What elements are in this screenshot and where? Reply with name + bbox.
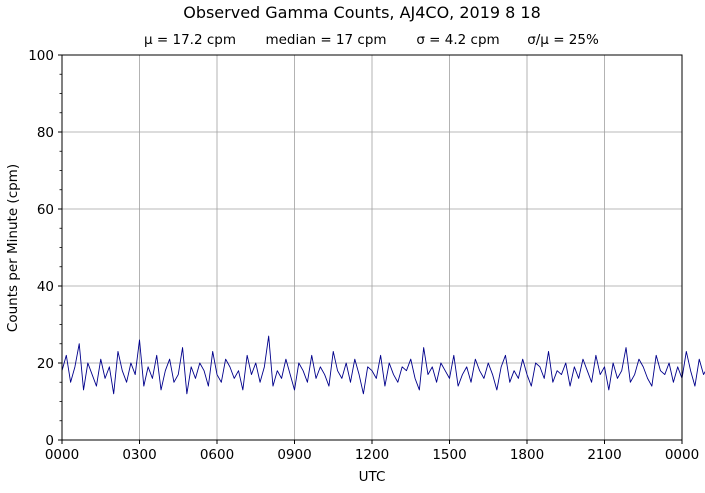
chart-title: Observed Gamma Counts, AJ4CO, 2019 8 18 <box>183 3 541 22</box>
y-tick-label: 20 <box>37 356 54 372</box>
y-tick-label: 60 <box>37 202 54 218</box>
subtitle-median: median = 17 cpm <box>265 32 386 48</box>
x-tick-label: 0000 <box>45 447 79 463</box>
chart-subtitle: μ = 17.2 cpm median = 17 cpm σ = 4.2 cpm… <box>144 32 599 48</box>
x-tick-label: 0600 <box>200 447 234 463</box>
x-axis-label: UTC <box>359 469 386 485</box>
y-axis-label: Counts per Minute (cpm) <box>5 164 21 332</box>
subtitle-ratio: σ/μ = 25% <box>527 32 599 48</box>
subtitle-sigma: σ = 4.2 cpm <box>416 32 499 48</box>
x-tick-label: 0000 <box>665 447 699 463</box>
x-tick-label: 0900 <box>277 447 311 463</box>
series-group <box>61 335 705 395</box>
y-tick-label: 0 <box>45 433 54 449</box>
y-tick-label: 80 <box>37 125 54 141</box>
y-tick-label: 40 <box>37 279 54 295</box>
grid-lines <box>61 54 683 441</box>
x-tick-label: 2100 <box>587 447 621 463</box>
x-tick-label: 1200 <box>355 447 389 463</box>
y-axis-ticks: 0 20 40 60 80 100 <box>28 48 62 449</box>
series-line <box>61 335 705 395</box>
subtitle-mean: μ = 17.2 cpm <box>144 32 236 48</box>
x-tick-label: 0300 <box>122 447 156 463</box>
x-tick-label: 1500 <box>432 447 466 463</box>
y-tick-label: 100 <box>28 48 54 64</box>
x-axis-ticks: 0000 0300 0600 0900 1200 1500 1800 2100 0000 <box>45 440 699 463</box>
x-tick-label: 1800 <box>510 447 544 463</box>
